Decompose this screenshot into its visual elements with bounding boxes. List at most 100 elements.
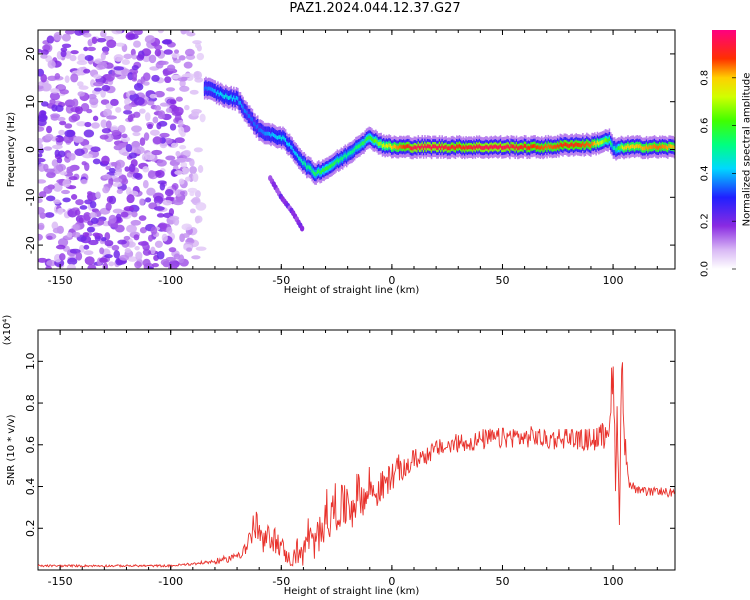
ridge-cell <box>283 136 286 141</box>
noise-cell <box>70 50 79 55</box>
noise-cell <box>64 30 75 35</box>
noise-cell <box>46 125 53 134</box>
noise-cell <box>76 121 87 127</box>
noise-cell <box>181 223 193 231</box>
noise-cell <box>159 102 169 107</box>
ridge-cell <box>345 154 348 159</box>
ridge-cell <box>486 145 489 150</box>
ridge-cell <box>302 161 304 166</box>
noise-cell <box>133 96 145 106</box>
noise-cell <box>124 166 130 172</box>
ridge-cell <box>282 135 284 140</box>
noise-cell <box>174 137 185 144</box>
ridge-cell <box>493 145 495 149</box>
noise-cell <box>44 168 55 173</box>
ridge-cell <box>412 146 414 151</box>
noise-cell <box>47 75 58 81</box>
ridge-cell <box>392 145 394 150</box>
noise-cell <box>108 195 117 205</box>
ridge-cell <box>245 109 247 114</box>
ridge-cell <box>255 125 258 130</box>
ridge-cell <box>311 168 313 173</box>
noise-cell <box>38 206 45 215</box>
noise-cell <box>87 264 97 269</box>
noise-cell <box>192 173 199 183</box>
noise-cell <box>159 132 170 138</box>
ridge-cell <box>324 167 327 171</box>
ridge-cell <box>421 143 424 148</box>
noise-cell <box>126 194 135 204</box>
noise-cell <box>43 185 53 194</box>
noise-cell <box>178 126 185 135</box>
ridge-cell <box>332 162 335 167</box>
ridge-cell <box>409 146 412 150</box>
ridge-cell <box>594 141 596 145</box>
ridge-cell <box>457 144 459 149</box>
spectrogram-y-tick-label: -10 <box>24 188 37 206</box>
ridge-cell <box>424 143 426 148</box>
ridge-cell <box>270 133 272 138</box>
ridge-cell <box>372 138 374 143</box>
ridge-cell <box>521 145 523 149</box>
noise-cell <box>147 170 156 179</box>
noise-cell <box>191 255 201 260</box>
ridge-cell <box>555 145 558 150</box>
ridge-cell <box>479 145 482 150</box>
ridge-cell <box>510 144 512 148</box>
ridge-cell <box>249 114 251 119</box>
snr-y-multiplier: (x10⁴) <box>2 315 13 346</box>
ridge-cell <box>272 133 275 137</box>
ridge-cell <box>515 144 518 149</box>
ridge-cell <box>499 143 502 148</box>
noise-cell <box>124 247 132 253</box>
ridge-cell <box>375 138 377 143</box>
ridge-cell <box>306 165 308 170</box>
noise-cell <box>52 227 61 234</box>
ridge-cell <box>558 144 560 149</box>
noise-cell <box>40 73 48 83</box>
noise-cell <box>183 61 193 69</box>
ridge-cell <box>651 145 653 150</box>
noise-cell <box>59 253 66 261</box>
ridge-cell <box>359 143 361 148</box>
noise-cell <box>83 32 92 38</box>
snr-y-label: SNR (10 * v/v) <box>6 414 17 485</box>
ridge-cell <box>279 135 282 139</box>
ridge-cell <box>437 145 440 150</box>
noise-cell <box>163 49 173 55</box>
noise-cell <box>61 33 71 42</box>
noise-cell <box>76 60 88 66</box>
noise-cell <box>152 116 159 124</box>
noise-cell <box>61 43 72 49</box>
ridge-cell <box>605 138 608 143</box>
noise-cell <box>75 199 84 206</box>
ridge-cell <box>587 142 589 147</box>
noise-cell <box>104 254 113 259</box>
ridge-cell <box>442 146 445 150</box>
noise-cell <box>146 187 156 196</box>
noise-cell <box>92 232 100 237</box>
noise-cell <box>128 163 136 173</box>
noise-cell <box>161 233 168 242</box>
noise-cell <box>127 256 138 262</box>
noise-cell <box>51 144 63 150</box>
ridge-cell <box>554 144 556 149</box>
noise-cell <box>176 196 183 203</box>
ridge-cell <box>598 141 600 146</box>
noise-cell <box>184 104 190 111</box>
colorbar-tick-label: 0.8 <box>700 70 711 86</box>
ridge-cell <box>473 144 475 149</box>
noise-cell <box>156 122 162 130</box>
ridge-cell <box>422 146 425 150</box>
noise-cell <box>106 115 117 120</box>
ridge-cell <box>640 145 643 150</box>
noise-cell <box>86 226 95 233</box>
ridge-cell <box>550 144 552 149</box>
ridge-cell <box>449 146 451 151</box>
noise-cell <box>38 84 44 90</box>
noise-cell <box>44 133 54 140</box>
noise-cell <box>152 136 163 145</box>
ridge-cell <box>559 142 562 147</box>
noise-cell <box>131 71 138 81</box>
ridge-cell <box>533 144 535 148</box>
